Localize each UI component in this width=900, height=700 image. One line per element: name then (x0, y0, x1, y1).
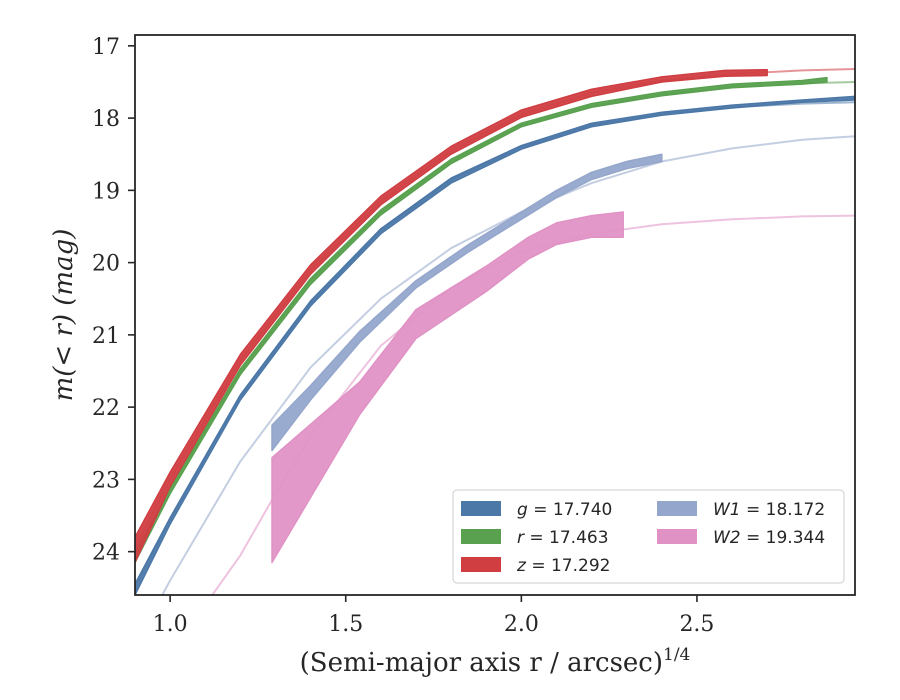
data-band-w2 (271, 211, 624, 564)
legend-label-w2: W2 = 19.344 (713, 528, 825, 548)
y-tick-label: 23 (92, 468, 120, 493)
legend-swatch-w1 (657, 501, 697, 516)
legend-label-g: g = 17.740 (517, 500, 612, 520)
model-curve-w1 (161, 135, 855, 595)
x-tick-label: 1.0 (153, 612, 188, 637)
plot-frame (134, 34, 856, 596)
legend-label-r: r = 17.463 (517, 528, 609, 548)
y-axis: 17 18 19 20 21 22 23 24 (92, 35, 135, 566)
legend-box (452, 489, 845, 584)
legend-label-z: z = 17.292 (516, 556, 610, 576)
x-axis-label: (Semi-major axis r / arcsec)1/4 (300, 645, 691, 678)
data-band-g (135, 95, 855, 595)
data-band-r (135, 76, 828, 564)
x-axis-label-text: (Semi-major axis r / arcsec) (300, 648, 663, 678)
y-tick-label: 19 (92, 179, 120, 204)
y-axis-label: m(< r) (mag) (49, 229, 79, 402)
legend-swatch-w2 (657, 529, 697, 544)
legend: g = 17.740 r = 17.463 z = 17.292 W1 = 18.17… (452, 489, 845, 584)
legend-label-w1: W1 = 18.172 (713, 500, 825, 520)
x-axis-label-exponent: 1/4 (663, 645, 690, 665)
legend-swatch-r (461, 529, 501, 544)
y-tick-label: 21 (92, 324, 120, 349)
legend-swatch-g (461, 501, 501, 516)
data-band-z (135, 68, 768, 564)
y-tick-label: 22 (92, 396, 120, 421)
x-tick-label: 2.0 (504, 612, 539, 637)
y-tick-label: 20 (92, 252, 120, 277)
data-band-w1 (271, 153, 663, 452)
y-tick-label: 17 (92, 35, 120, 60)
x-tick-label: 1.5 (328, 612, 363, 637)
plot-area (135, 68, 855, 595)
y-tick-label: 18 (92, 107, 120, 132)
x-tick-label: 2.5 (679, 612, 714, 637)
y-tick-label: 24 (92, 541, 120, 566)
x-axis: 1.0 1.5 2.0 2.5 (153, 595, 714, 637)
legend-swatch-z (461, 557, 501, 572)
